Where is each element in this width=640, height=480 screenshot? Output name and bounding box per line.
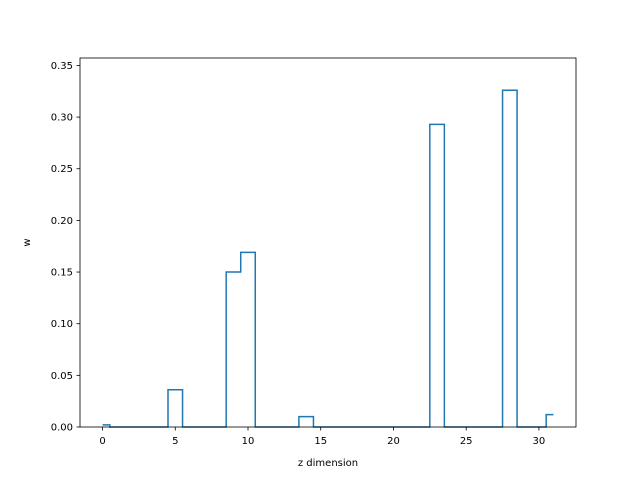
y-tick-label: 0.20 bbox=[51, 216, 73, 227]
x-axis-label: z dimension bbox=[298, 458, 358, 469]
x-tick-label: 30 bbox=[533, 436, 546, 447]
y-tick-label: 0.35 bbox=[51, 61, 73, 72]
x-tick-label: 0 bbox=[99, 436, 105, 447]
y-tick-label: 0.05 bbox=[51, 371, 73, 382]
x-tick-label: 5 bbox=[172, 436, 178, 447]
y-axis-ticks: 0.00 0.05 0.10 0.15 0.20 0.25 0.30 0.35 bbox=[51, 61, 80, 434]
x-tick-label: 15 bbox=[314, 436, 327, 447]
plot-frame bbox=[79, 57, 577, 428]
y-tick-label: 0.25 bbox=[51, 164, 73, 175]
y-tick-label: 0.30 bbox=[51, 113, 73, 124]
x-tick-label: 20 bbox=[387, 436, 400, 447]
x-tick-label: 25 bbox=[460, 436, 473, 447]
y-axis-label: w bbox=[22, 238, 33, 246]
y-tick-label: 0.10 bbox=[51, 319, 73, 330]
x-axis-ticks: 0 5 10 15 20 25 30 bbox=[99, 427, 545, 447]
y-tick-label: 0.00 bbox=[51, 423, 73, 434]
x-tick-label: 10 bbox=[242, 436, 255, 447]
y-tick-label: 0.15 bbox=[51, 268, 73, 279]
